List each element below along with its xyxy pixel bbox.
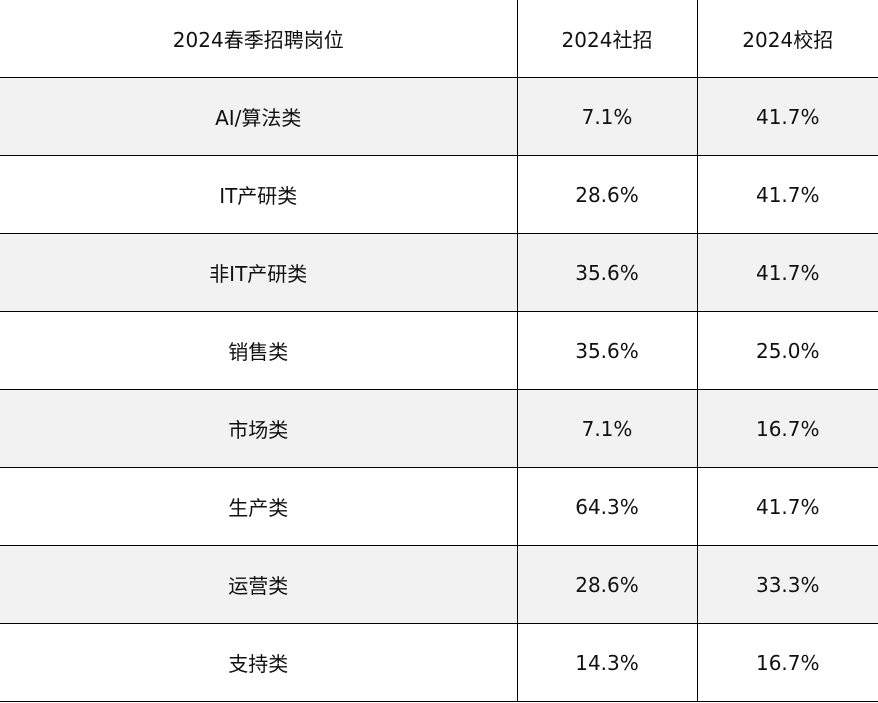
cell: 生产类 (0, 467, 518, 546)
cell: 41.7% (696, 467, 878, 546)
cell: AI/算法类 (0, 77, 518, 156)
cell: 35.6% (516, 233, 698, 312)
cell: 运营类 (0, 545, 518, 624)
header-cell: 2024校招 (696, 0, 878, 78)
cell: 28.6% (516, 155, 698, 234)
data-row: 生产类 64.3% 41.7% (0, 467, 878, 546)
header-cell: 2024春季招聘岗位 (0, 0, 518, 78)
cell: 销售类 (0, 311, 518, 390)
cell: 市场类 (0, 389, 518, 468)
cell: 支持类 (0, 623, 518, 702)
header-row: 2024春季招聘岗位 2024社招 2024校招 (0, 0, 878, 78)
cell: 33.3% (696, 545, 878, 624)
cell: 41.7% (696, 155, 878, 234)
cell: 28.6% (516, 545, 698, 624)
data-row: 市场类 7.1% 16.7% (0, 389, 878, 468)
cell: 7.1% (516, 77, 698, 156)
cell: 7.1% (516, 389, 698, 468)
cell: 非IT产研类 (0, 233, 518, 312)
data-row: IT产研类 28.6% 41.7% (0, 155, 878, 234)
cell: IT产研类 (0, 155, 518, 234)
data-row: 运营类 28.6% 33.3% (0, 545, 878, 624)
cell: 14.3% (516, 623, 698, 702)
data-row: 非IT产研类 35.6% 41.7% (0, 233, 878, 312)
data-row: AI/算法类 7.1% 41.7% (0, 77, 878, 156)
cell: 64.3% (516, 467, 698, 546)
cell: 41.7% (696, 233, 878, 312)
cell: 25.0% (696, 311, 878, 390)
cell: 16.7% (696, 389, 878, 468)
cell: 16.7% (696, 623, 878, 702)
cell: 41.7% (696, 77, 878, 156)
header-cell: 2024社招 (516, 0, 698, 78)
cell: 35.6% (516, 311, 698, 390)
data-row: 销售类 35.6% 25.0% (0, 311, 878, 390)
data-row: 支持类 14.3% 16.7% (0, 623, 878, 702)
